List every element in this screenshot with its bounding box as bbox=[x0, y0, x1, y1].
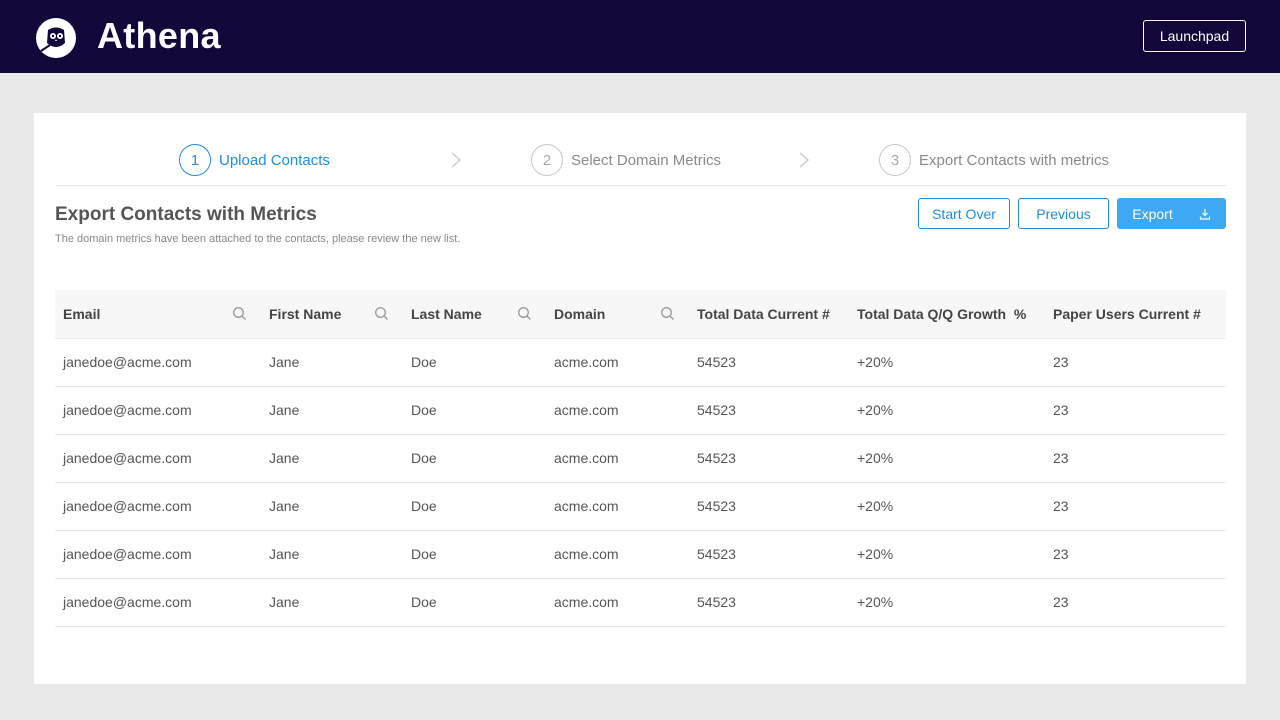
cell-first-name: Jane bbox=[261, 482, 403, 531]
stepper: 1 Upload Contacts 2 Select Domain Metric… bbox=[56, 113, 1226, 186]
chevron-right-icon bbox=[451, 152, 462, 168]
column-header-label: Last Name bbox=[411, 305, 482, 322]
cell-first-name: Jane bbox=[261, 578, 403, 627]
cell-domain: acme.com bbox=[546, 338, 689, 387]
cell-paper-users-current: 23 bbox=[1045, 530, 1226, 579]
table-row[interactable]: janedoe@acme.com Jane Doe acme.com 54523… bbox=[55, 434, 1226, 483]
column-header-paper-users-current[interactable]: Paper Users Current # bbox=[1045, 290, 1226, 339]
cell-total-data-current: 54523 bbox=[689, 482, 849, 531]
cell-total-data-current: 54523 bbox=[689, 578, 849, 627]
table-row[interactable]: janedoe@acme.com Jane Doe acme.com 54523… bbox=[55, 578, 1226, 627]
step-number: 2 bbox=[531, 144, 563, 176]
column-header-domain[interactable]: Domain bbox=[546, 290, 689, 339]
search-icon[interactable] bbox=[374, 306, 389, 321]
column-header-first-name[interactable]: First Name bbox=[261, 290, 403, 339]
cell-domain: acme.com bbox=[546, 530, 689, 579]
cell-paper-users-current: 23 bbox=[1045, 434, 1226, 483]
cell-domain: acme.com bbox=[546, 386, 689, 435]
page-title: Export Contacts with Metrics bbox=[55, 204, 317, 225]
export-card: 1 Upload Contacts 2 Select Domain Metric… bbox=[34, 113, 1246, 684]
export-button-label: Export bbox=[1132, 205, 1173, 222]
step-label: Upload Contacts bbox=[219, 151, 330, 169]
cell-paper-users-current: 23 bbox=[1045, 338, 1226, 387]
cell-email: janedoe@acme.com bbox=[55, 530, 261, 579]
cell-first-name: Jane bbox=[261, 386, 403, 435]
column-header-label: Email bbox=[63, 305, 101, 322]
chevron-right-icon bbox=[799, 152, 810, 168]
owl-logo-icon[interactable] bbox=[35, 17, 77, 59]
cell-last-name: Doe bbox=[403, 578, 546, 627]
column-header-label: Domain bbox=[554, 305, 606, 322]
export-button[interactable]: Export bbox=[1117, 198, 1226, 229]
column-header-email[interactable]: Email bbox=[55, 290, 261, 339]
cell-total-data-current: 54523 bbox=[689, 338, 849, 387]
table-row[interactable]: janedoe@acme.com Jane Doe acme.com 54523… bbox=[55, 482, 1226, 531]
cell-last-name: Doe bbox=[403, 434, 546, 483]
cell-first-name: Jane bbox=[261, 338, 403, 387]
cell-email: janedoe@acme.com bbox=[55, 386, 261, 435]
step-label: Select Domain Metrics bbox=[571, 151, 722, 169]
step-export-contacts[interactable]: 3 Export Contacts with metrics bbox=[879, 144, 1109, 176]
cell-total-data-current: 54523 bbox=[689, 386, 849, 435]
cell-domain: acme.com bbox=[546, 482, 689, 531]
cell-paper-users-current: 23 bbox=[1045, 386, 1226, 435]
cell-total-data-growth: +20% bbox=[849, 338, 1045, 387]
cell-last-name: Doe bbox=[403, 530, 546, 579]
table-header-row: Email First Name Last Name bbox=[55, 290, 1226, 339]
launchpad-button[interactable]: Launchpad bbox=[1143, 20, 1246, 52]
step-label: Export Contacts with metrics bbox=[919, 151, 1110, 169]
cell-email: janedoe@acme.com bbox=[55, 482, 261, 531]
cell-total-data-growth: +20% bbox=[849, 578, 1045, 627]
cell-email: janedoe@acme.com bbox=[55, 338, 261, 387]
cell-paper-users-current: 23 bbox=[1045, 482, 1226, 531]
column-header-total-data-current[interactable]: Total Data Current # bbox=[689, 290, 849, 339]
cell-email: janedoe@acme.com bbox=[55, 434, 261, 483]
start-over-button[interactable]: Start Over bbox=[918, 198, 1010, 229]
step-number: 1 bbox=[179, 144, 211, 176]
cell-last-name: Doe bbox=[403, 338, 546, 387]
cell-last-name: Doe bbox=[403, 482, 546, 531]
page-subtitle: The domain metrics have been attached to… bbox=[55, 233, 461, 245]
cell-paper-users-current: 23 bbox=[1045, 578, 1226, 627]
cell-first-name: Jane bbox=[261, 434, 403, 483]
top-bar: Athena Launchpad bbox=[0, 0, 1280, 73]
contacts-table: Email First Name Last Name bbox=[55, 290, 1226, 627]
column-header-label: First Name bbox=[269, 305, 342, 322]
cell-total-data-current: 54523 bbox=[689, 530, 849, 579]
cell-first-name: Jane bbox=[261, 530, 403, 579]
download-icon bbox=[1199, 208, 1210, 220]
table-row[interactable]: janedoe@acme.com Jane Doe acme.com 54523… bbox=[55, 386, 1226, 435]
step-upload-contacts[interactable]: 1 Upload Contacts bbox=[179, 144, 330, 176]
table-row[interactable]: janedoe@acme.com Jane Doe acme.com 54523… bbox=[55, 530, 1226, 579]
search-icon[interactable] bbox=[232, 306, 247, 321]
cell-last-name: Doe bbox=[403, 386, 546, 435]
column-header-total-data-growth[interactable]: Total Data Q/Q Growth % bbox=[849, 290, 1045, 339]
search-icon[interactable] bbox=[517, 306, 532, 321]
brand-name: Athena bbox=[97, 15, 221, 56]
previous-button[interactable]: Previous bbox=[1018, 198, 1109, 229]
cell-email: janedoe@acme.com bbox=[55, 578, 261, 627]
cell-total-data-growth: +20% bbox=[849, 530, 1045, 579]
cell-total-data-current: 54523 bbox=[689, 434, 849, 483]
search-icon[interactable] bbox=[660, 306, 675, 321]
cell-total-data-growth: +20% bbox=[849, 482, 1045, 531]
step-select-domain-metrics[interactable]: 2 Select Domain Metrics bbox=[531, 144, 721, 176]
table-row[interactable]: janedoe@acme.com Jane Doe acme.com 54523… bbox=[55, 338, 1226, 387]
cell-total-data-growth: +20% bbox=[849, 434, 1045, 483]
cell-domain: acme.com bbox=[546, 578, 689, 627]
cell-total-data-growth: +20% bbox=[849, 386, 1045, 435]
cell-domain: acme.com bbox=[546, 434, 689, 483]
column-header-last-name[interactable]: Last Name bbox=[403, 290, 546, 339]
step-number: 3 bbox=[879, 144, 911, 176]
